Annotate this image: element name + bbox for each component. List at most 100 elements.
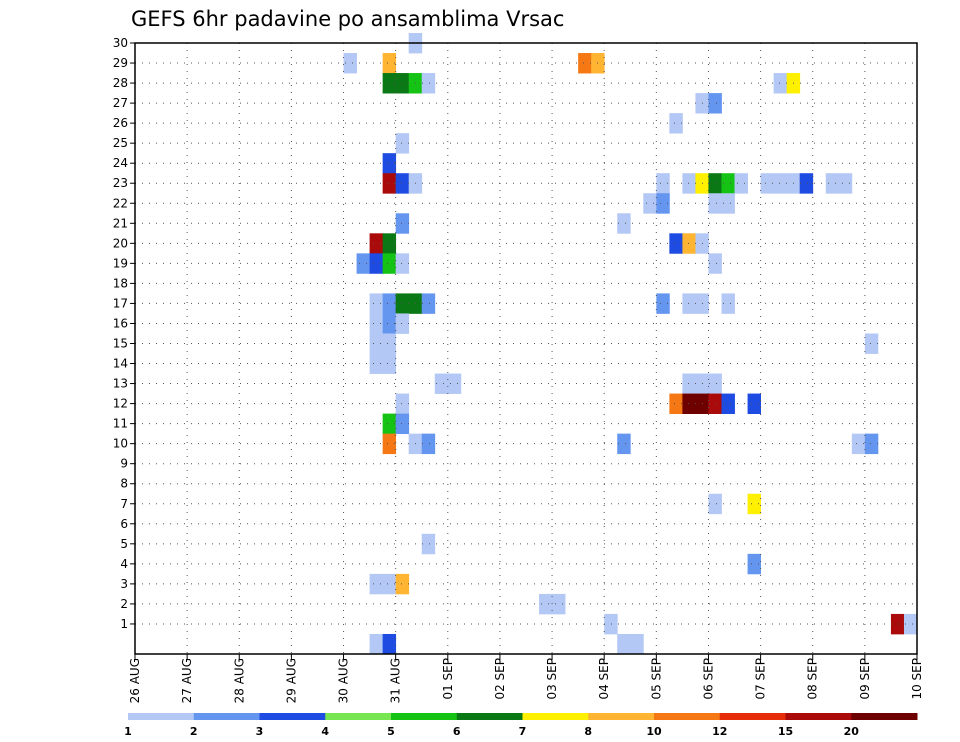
y-tick-label: 22: [113, 196, 128, 210]
y-tick-label: 10: [113, 437, 128, 451]
heatmap-cell: [630, 633, 644, 655]
heatmap-cell: [773, 73, 788, 94]
heatmap-cell: [421, 293, 436, 314]
heatmap-cell: [395, 73, 410, 94]
heatmap-cell: [578, 53, 592, 74]
x-tick-label: 31 AUG: [389, 658, 403, 703]
y-tick-label: 14: [113, 357, 128, 371]
heatmap-cell: [434, 373, 449, 394]
heatmap-cell: [682, 373, 696, 394]
x-tick-label: 03 SEP: [545, 658, 559, 700]
heatmap-cell: [382, 353, 397, 374]
y-tick-label: 18: [113, 276, 128, 290]
plot-frame: [134, 42, 918, 655]
heatmap-cell: [656, 173, 670, 194]
heatmap-cell: [369, 293, 384, 314]
x-tick-label: 09 SEP: [858, 658, 872, 700]
y-tick-label: 1: [120, 617, 128, 631]
heatmap-cell: [669, 393, 683, 414]
y-tick-label: 20: [113, 236, 128, 250]
heatmap-cell: [747, 393, 761, 414]
heatmap-cell: [421, 73, 436, 94]
y-tick-label: 26: [113, 116, 128, 130]
y-tick-label: 17: [113, 296, 128, 310]
heatmap-cell: [864, 433, 879, 455]
colorbar-label: 8: [584, 725, 592, 738]
heatmap-cell: [395, 313, 410, 334]
y-tick-label: 12: [113, 397, 128, 411]
heatmap-cell: [682, 293, 696, 314]
heatmap-cell: [382, 313, 397, 334]
colorbar-segment: [259, 713, 326, 720]
y-tick-label: 7: [120, 497, 128, 511]
heatmap-cell: [760, 173, 775, 194]
x-tick-label: 06 SEP: [701, 658, 715, 700]
colorbar-label: 5: [387, 725, 395, 738]
heatmap-cell: [369, 573, 384, 595]
heatmap-cell: [773, 173, 788, 194]
colorbar-label: 10: [646, 725, 662, 738]
x-tick-label: 05 SEP: [649, 658, 663, 700]
x-tick-label: 10 SEP: [910, 658, 924, 700]
x-tick-label: 28 AUG: [232, 658, 246, 703]
heatmap-cell: [890, 613, 905, 635]
heatmap-cell: [382, 153, 397, 174]
heatmap-cell: [799, 173, 814, 194]
heatmap-cell: [708, 173, 722, 194]
heatmap-cell: [838, 173, 853, 194]
heatmap-cell: [552, 593, 566, 615]
colorbar-label: 7: [519, 725, 527, 738]
y-tick-label: 21: [113, 216, 128, 230]
heatmap-cell: [708, 493, 722, 515]
heatmap-cell: [369, 313, 384, 334]
heatmap-cell: [825, 173, 840, 194]
y-tick-label: 6: [120, 517, 128, 531]
heatmap-cell: [369, 253, 384, 274]
colorbar-segment: [391, 713, 458, 720]
heatmap-cell: [747, 493, 761, 515]
x-tick-label: 26 AUG: [128, 658, 142, 703]
y-tick-label: 29: [113, 56, 128, 70]
heatmap-cell: [382, 73, 397, 94]
heatmap-cell: [708, 373, 722, 394]
heatmap-cell: [721, 393, 735, 414]
x-tick-label: 08 SEP: [806, 658, 820, 700]
y-tick-label: 4: [120, 557, 128, 571]
heatmap-cell: [395, 413, 410, 435]
y-tick-label: 30: [113, 36, 128, 50]
y-tick-label: 2: [120, 597, 128, 611]
heatmap-cell: [395, 573, 410, 595]
colorbar-segment: [193, 713, 260, 720]
colorbar-segment: [588, 713, 655, 720]
heatmap-cell: [864, 333, 879, 354]
cells-layer: [343, 32, 918, 655]
y-tick-label: 5: [120, 537, 128, 551]
heatmap-cell: [382, 633, 397, 655]
heatmap-cell: [617, 633, 631, 655]
heatmap-cell: [382, 293, 397, 314]
heatmap-cell: [708, 93, 722, 114]
colorbar-segment: [719, 713, 786, 720]
colorbar-label: 2: [190, 725, 198, 738]
heatmap-cell: [382, 233, 397, 254]
y-tick-label: 23: [113, 176, 128, 190]
y-tick-label: 28: [113, 76, 128, 90]
heatmap-cell: [369, 333, 384, 354]
colorbar-label: 4: [321, 725, 329, 738]
colorbar-label: 1: [124, 725, 132, 738]
heatmap-cell: [369, 353, 384, 374]
heatmap-cell: [721, 293, 735, 314]
heatmap-cell: [343, 53, 357, 74]
heatmap-cell: [447, 373, 462, 394]
heatmap-cell: [356, 253, 370, 274]
heatmap-cell: [708, 393, 722, 414]
heatmap-cell: [382, 413, 397, 435]
heatmap-cell: [656, 293, 670, 314]
colorbar-label: 12: [712, 725, 727, 738]
y-tick-label: 16: [113, 316, 128, 330]
heatmap-cell: [421, 433, 436, 455]
grid-layer: [135, 42, 917, 654]
heatmap-cell: [604, 613, 618, 635]
heatmap-cell: [395, 173, 410, 194]
heatmap-cell: [617, 213, 631, 234]
